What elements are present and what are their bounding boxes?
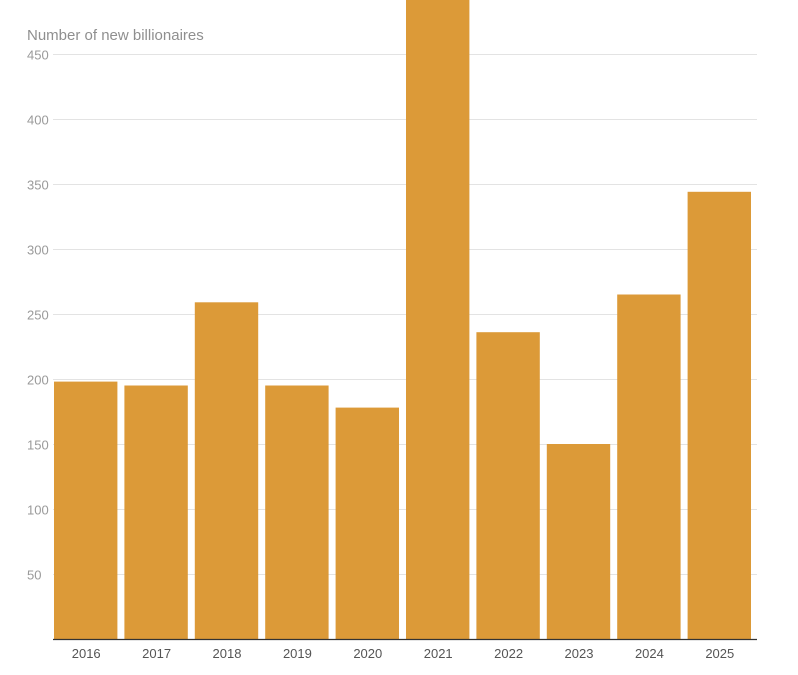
x-tick-label: 2022	[494, 646, 523, 661]
x-tick-label: 2018	[213, 646, 242, 661]
bar-2020	[335, 407, 399, 639]
bar-2023	[546, 444, 611, 639]
x-tick-label: 2021	[424, 646, 453, 661]
x-tick-label: 2019	[283, 646, 312, 661]
bar-2021	[406, 0, 470, 639]
bar-2019	[265, 385, 329, 639]
x-tick-label: 2017	[142, 646, 171, 661]
y-tick-label: 400	[27, 113, 49, 128]
y-tick-label: 150	[27, 438, 49, 453]
y-tick-label: 350	[27, 178, 49, 193]
y-tick-label: 250	[27, 308, 49, 323]
y-tick-label: 200	[27, 373, 49, 388]
x-tick-label: 2025	[705, 646, 734, 661]
y-tick-label: 450	[27, 48, 49, 63]
x-tick-label: 2020	[353, 646, 382, 661]
bar-2025	[687, 191, 751, 640]
bar-2016	[54, 381, 118, 639]
bar-2018	[194, 302, 259, 639]
bar-2017	[124, 385, 188, 639]
y-tick-label: 100	[27, 503, 49, 518]
x-tick-label: 2024	[635, 646, 664, 661]
bar-2022	[476, 332, 540, 639]
x-tick-label: 2016	[72, 646, 101, 661]
x-tick-label: 2023	[565, 646, 594, 661]
bar-2024	[617, 294, 681, 639]
y-tick-label: 50	[27, 568, 41, 583]
y-tick-label: 300	[27, 243, 49, 258]
y-axis-label: Number of new billionaires	[27, 27, 204, 44]
